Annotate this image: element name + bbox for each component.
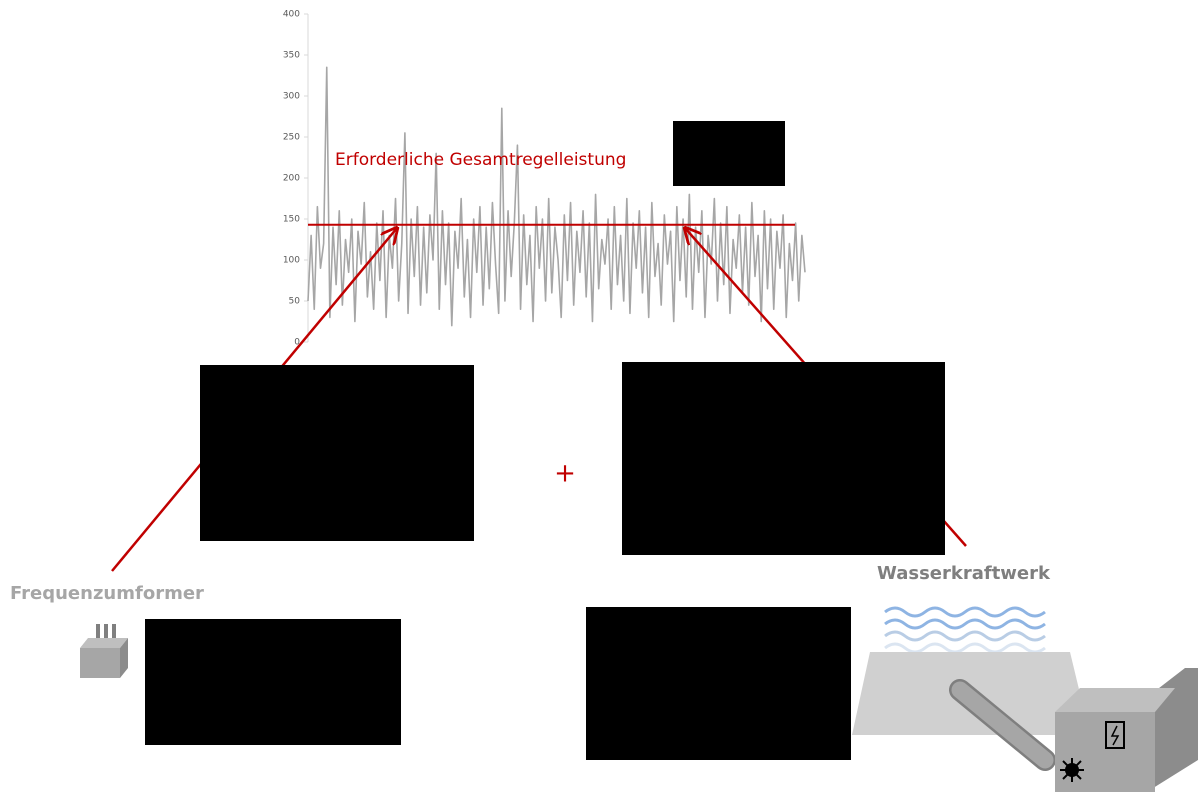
y-tick-label: 300 — [283, 92, 300, 102]
slide: 050100150200250300350400Erforderliche Ge… — [0, 0, 1198, 794]
y-tick-label: 400 — [283, 10, 300, 20]
annotation: Erforderliche Gesamtregelleistung — [335, 150, 626, 170]
y-tick-label: 150 — [283, 215, 300, 225]
redaction — [586, 607, 851, 760]
redaction — [622, 362, 945, 555]
y-tick-label: 50 — [289, 297, 301, 307]
y-tick-label: 250 — [283, 133, 300, 143]
redaction — [145, 619, 401, 745]
label-left: Frequenzumformer — [10, 583, 204, 604]
y-tick-label: 200 — [283, 174, 300, 184]
converter-icon — [80, 624, 128, 678]
label-right: Wasserkraftwerk — [877, 563, 1051, 584]
y-tick-label: 100 — [283, 256, 300, 266]
redaction — [673, 121, 785, 186]
page: 050100150200250300350400Erforderliche Ge… — [0, 0, 1198, 794]
hydro-icon — [852, 608, 1198, 792]
y-tick-label: 350 — [283, 51, 300, 61]
redaction — [200, 365, 474, 541]
data-line — [308, 67, 805, 325]
operator: + — [554, 459, 576, 489]
